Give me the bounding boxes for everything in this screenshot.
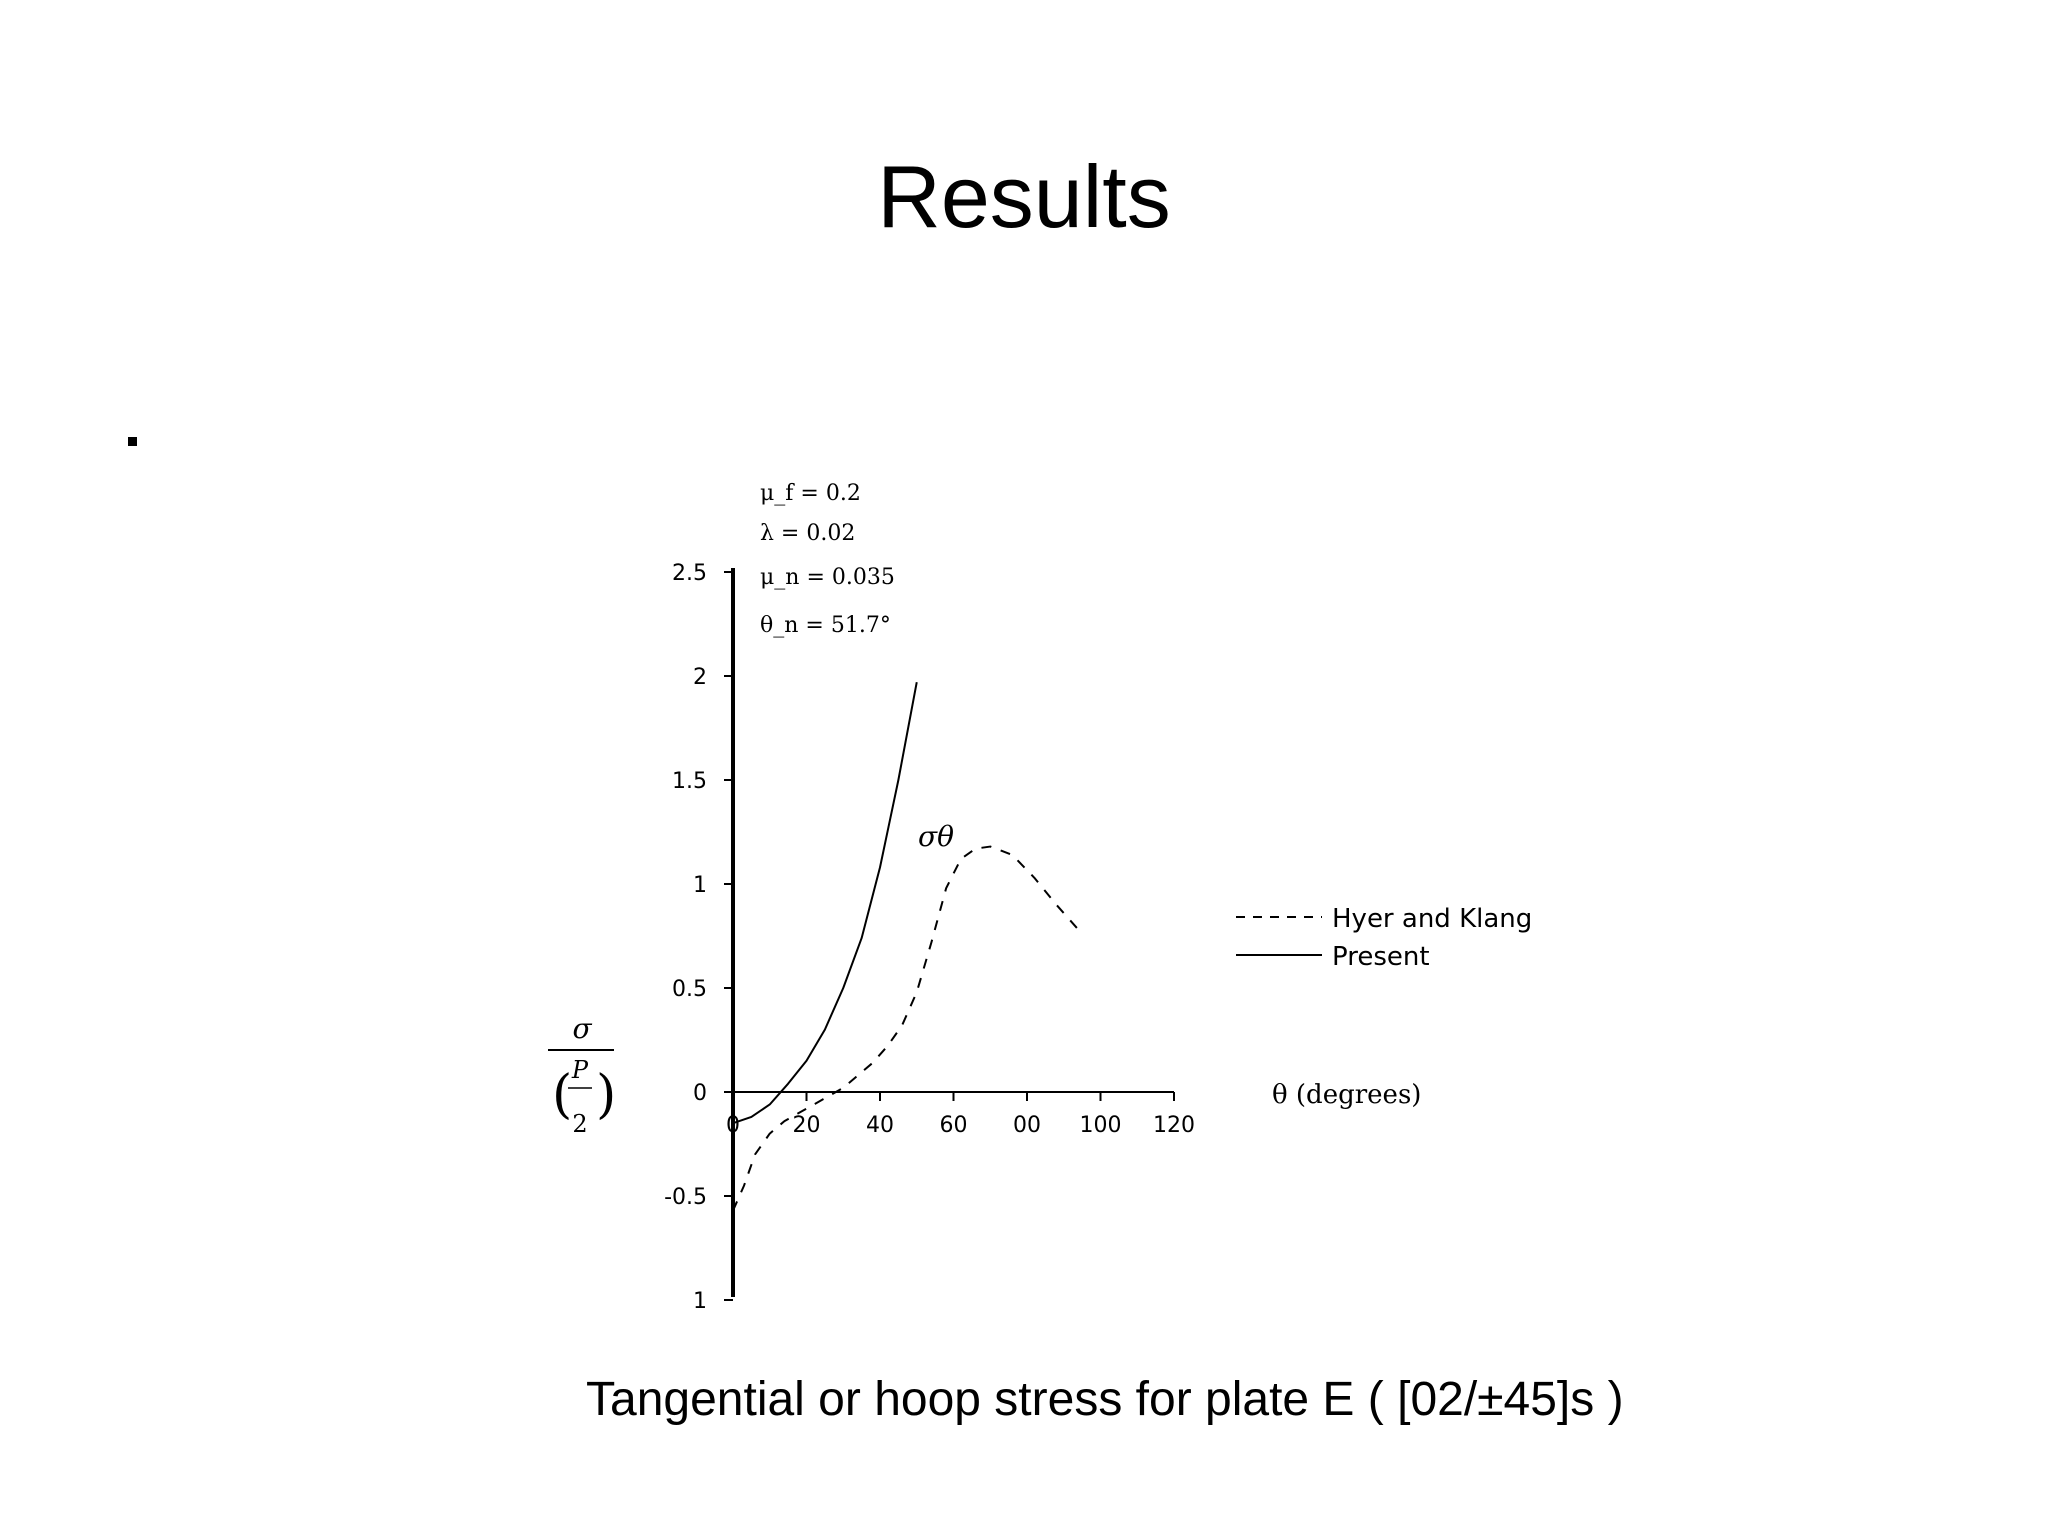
y-tick-label: 1 <box>693 873 707 898</box>
bullet-marker <box>128 437 137 446</box>
parameter-mu-n: μ_n = 0.035 <box>760 565 895 590</box>
y-axis-label-sigma: σ <box>572 1012 592 1045</box>
figure-caption: Tangential or hoop stress for plate E ( … <box>586 1373 1624 1426</box>
chart-legend: Hyer and Klang Present <box>1236 904 1532 972</box>
series-line-present <box>732 682 918 1125</box>
x-tick-label: 40 <box>866 1113 894 1138</box>
y-tick-label: 1 <box>693 1289 707 1314</box>
y-tick-label: 2 <box>693 665 707 690</box>
y-tick-label: -0.5 <box>664 1185 707 1210</box>
curve-annotation-sigma-theta: σθ <box>918 820 954 853</box>
y-tick-label: 2.5 <box>672 561 707 586</box>
x-tick-label: 120 <box>1153 1113 1195 1138</box>
legend-label-present: Present <box>1332 942 1430 972</box>
y-tick-label: 0.5 <box>672 977 707 1002</box>
y-axis-label-left-paren: ( <box>552 1065 572 1125</box>
series-line-hyer-and-klang <box>732 845 1083 1211</box>
x-axis-label: θ (degrees) <box>1272 1080 1421 1110</box>
parameter-theta-n: θ_n = 51.7° <box>760 613 891 638</box>
x-tick-label: 0 <box>726 1113 740 1138</box>
y-axis-label-p: P <box>571 1056 589 1084</box>
y-tick-label: 1.5 <box>672 769 707 794</box>
x-tick-label: 20 <box>793 1113 821 1138</box>
slide-title: Results <box>877 147 1171 246</box>
parameter-mu-f: μ_f = 0.2 <box>760 481 861 506</box>
x-tick-label: 00 <box>1013 1113 1041 1138</box>
y-axis-label-right-paren: ) <box>596 1065 616 1125</box>
y-axis-label-two: 2 <box>572 1110 587 1138</box>
parameter-block: μ_f = 0.2 λ = 0.02 μ_n = 0.035 θ_n = 51.… <box>760 481 895 638</box>
y-axis-label: σ ( ) P 2 <box>548 1012 616 1138</box>
legend-label-hyer-and-klang: Hyer and Klang <box>1332 904 1532 934</box>
parameter-lambda: λ = 0.02 <box>760 521 855 546</box>
x-tick-label: 100 <box>1080 1113 1122 1138</box>
x-tick-label: 60 <box>940 1113 968 1138</box>
y-tick-label: 0 <box>693 1081 707 1106</box>
